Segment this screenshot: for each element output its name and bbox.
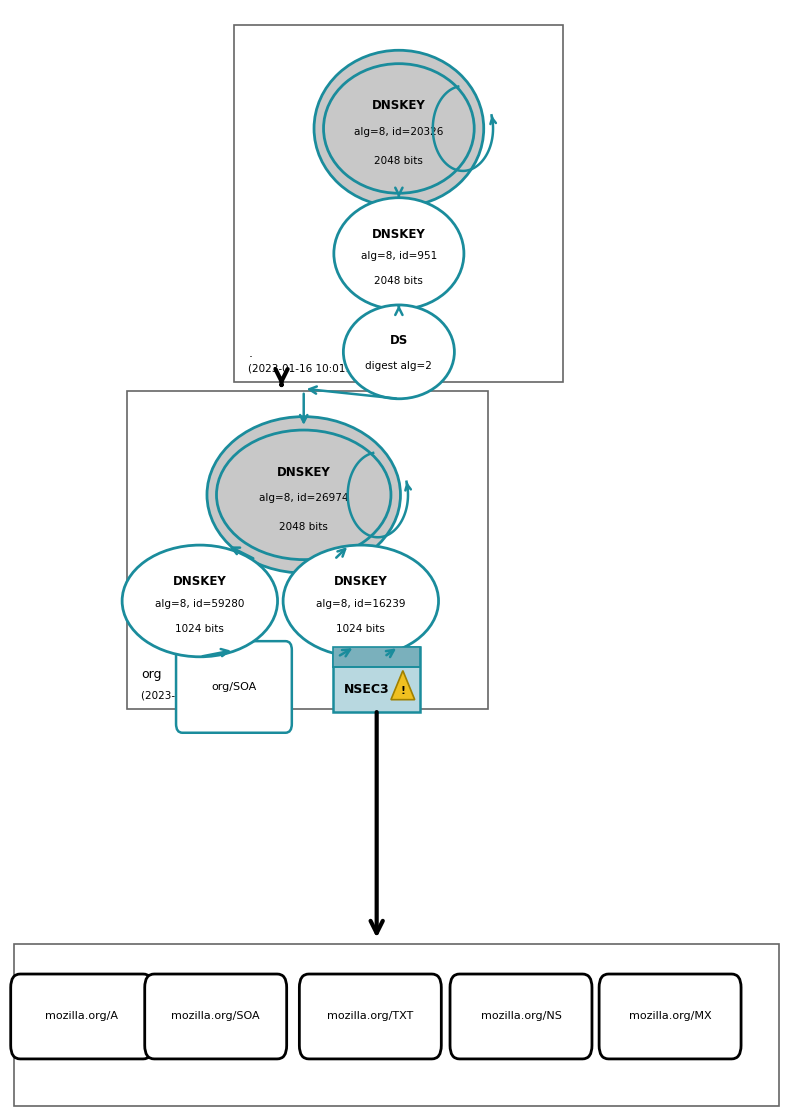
Text: alg=8, id=951: alg=8, id=951 (361, 251, 437, 261)
Text: mozilla.org/A: mozilla.org/A (45, 1012, 118, 1021)
Ellipse shape (314, 50, 484, 207)
Text: org: org (141, 668, 162, 681)
Text: DNSKEY: DNSKEY (173, 575, 227, 588)
Text: 2048 bits: 2048 bits (374, 156, 423, 165)
Text: DNSKEY: DNSKEY (372, 99, 426, 113)
FancyBboxPatch shape (144, 974, 287, 1059)
Text: 2048 bits: 2048 bits (374, 277, 423, 286)
FancyBboxPatch shape (300, 974, 441, 1059)
Ellipse shape (122, 545, 278, 657)
Text: 1024 bits: 1024 bits (336, 624, 385, 633)
Bar (127, 391, 488, 709)
Text: DS: DS (389, 334, 408, 346)
Text: 2048 bits: 2048 bits (279, 523, 328, 532)
Text: mozilla.org/TXT: mozilla.org/TXT (328, 1012, 413, 1021)
Text: alg=8, id=26974: alg=8, id=26974 (259, 493, 348, 503)
Bar (14, 944, 779, 1106)
Text: NSEC3: NSEC3 (343, 682, 389, 696)
FancyBboxPatch shape (450, 974, 592, 1059)
Bar (333, 647, 420, 712)
Text: alg=8, id=16239: alg=8, id=16239 (316, 599, 405, 609)
Text: mozilla.org: mozilla.org (29, 1023, 98, 1037)
Text: .: . (248, 346, 252, 360)
Text: mozilla.org/MX: mozilla.org/MX (629, 1012, 711, 1021)
Bar (234, 25, 563, 382)
Text: mozilla.org/NS: mozilla.org/NS (481, 1012, 561, 1021)
Text: (2023-01-16 10:01:10 UTC): (2023-01-16 10:01:10 UTC) (248, 363, 390, 373)
FancyBboxPatch shape (10, 974, 152, 1059)
Text: DNSKEY: DNSKEY (372, 228, 426, 240)
Text: DNSKEY: DNSKEY (334, 575, 388, 588)
Text: !: ! (400, 686, 405, 696)
Ellipse shape (324, 64, 474, 193)
Text: (2023-01-16 12:26:11 UTC): (2023-01-16 12:26:11 UTC) (141, 690, 283, 700)
Text: mozilla.org/SOA: mozilla.org/SOA (171, 1012, 260, 1021)
Text: (2023-01-16 13:30:12 UTC): (2023-01-16 13:30:12 UTC) (29, 1042, 170, 1052)
Ellipse shape (283, 545, 439, 657)
FancyBboxPatch shape (176, 641, 292, 733)
Text: digest alg=2: digest alg=2 (366, 361, 432, 371)
Ellipse shape (216, 430, 391, 560)
Text: alg=8, id=20326: alg=8, id=20326 (354, 126, 443, 136)
FancyBboxPatch shape (600, 974, 741, 1059)
Text: org/SOA: org/SOA (211, 682, 257, 691)
Ellipse shape (334, 198, 464, 309)
Ellipse shape (207, 417, 400, 573)
Bar (333, 647, 420, 668)
Text: alg=8, id=59280: alg=8, id=59280 (155, 599, 244, 609)
Text: DNSKEY: DNSKEY (277, 466, 331, 479)
Polygon shape (391, 670, 415, 699)
Text: 1024 bits: 1024 bits (175, 624, 224, 633)
Ellipse shape (343, 305, 454, 399)
